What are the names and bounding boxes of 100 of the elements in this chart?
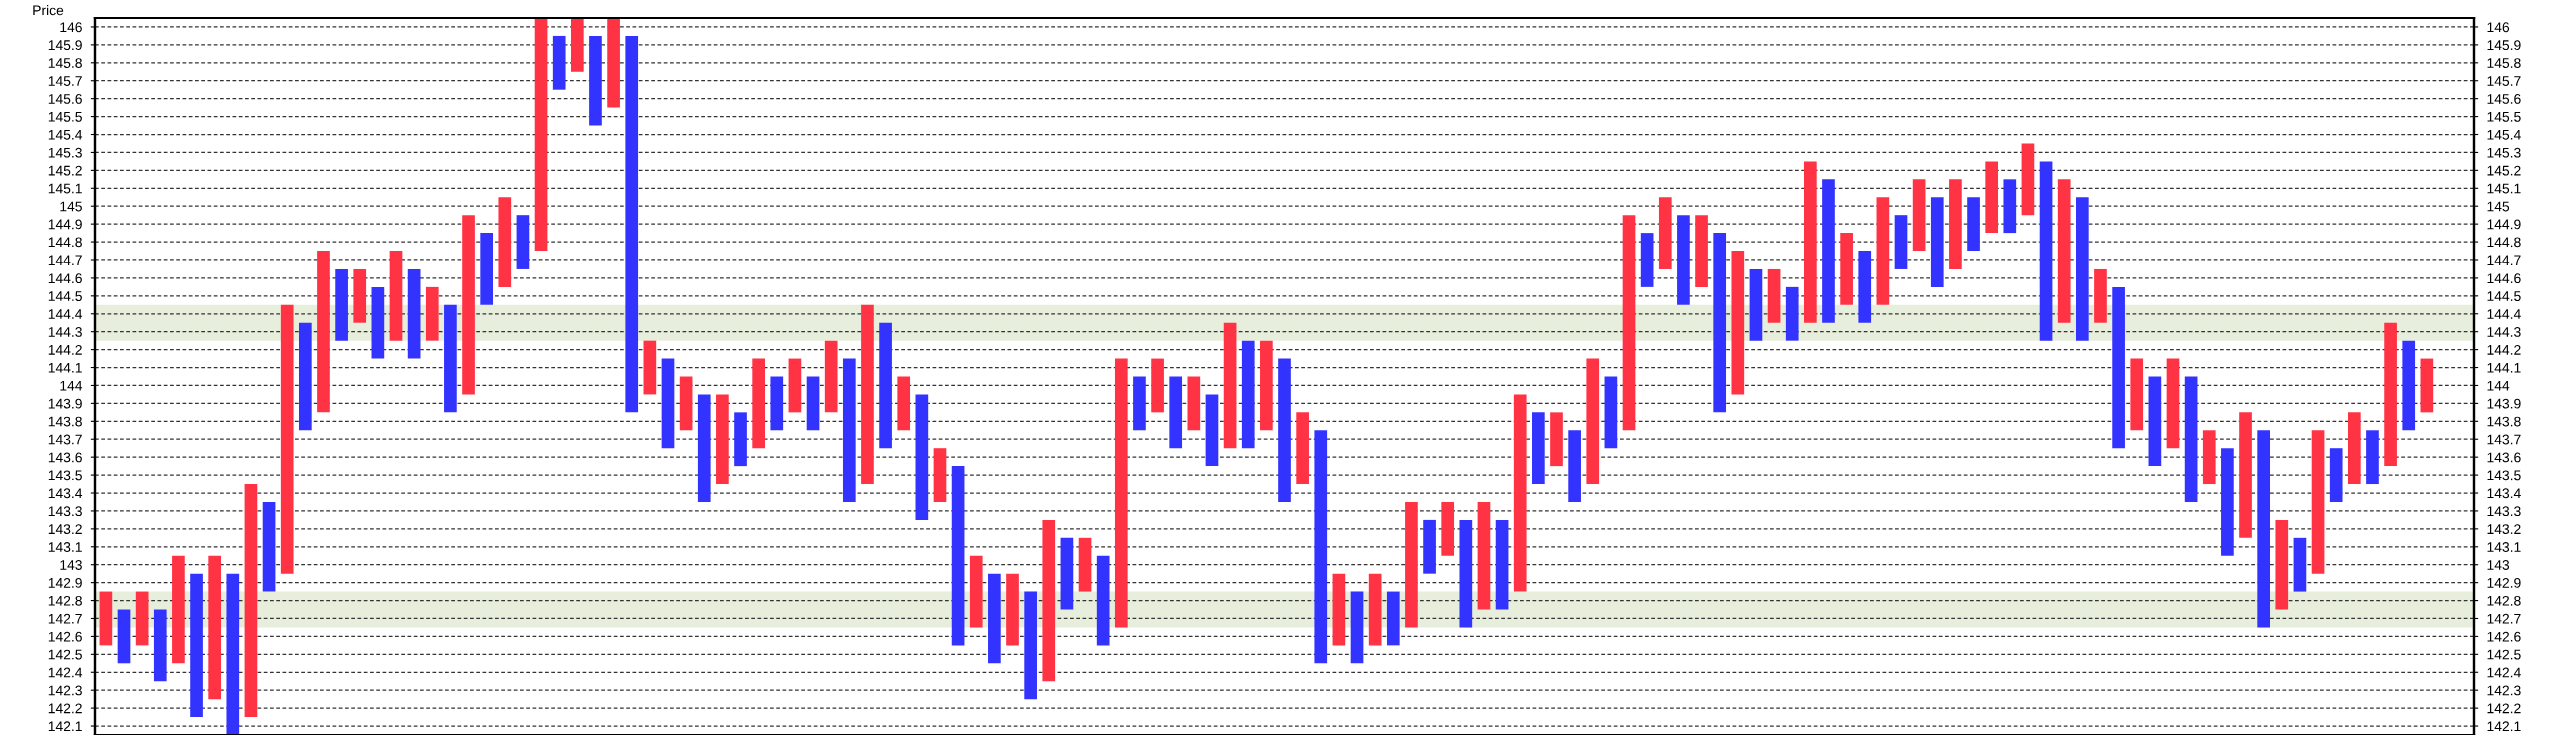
- y2-tick-label: 142.1: [2487, 721, 2521, 732]
- bar: [462, 215, 475, 395]
- y-tick-label: 143.1: [48, 542, 82, 552]
- bar: [734, 412, 747, 467]
- y2-tick-label: 143.2: [2487, 524, 2521, 535]
- y2-tick-label: 144.6: [2487, 273, 2521, 284]
- bar: [933, 448, 947, 502]
- bar: [2003, 179, 2017, 234]
- y-tick-label: 145: [60, 201, 82, 212]
- y2-tick-label: 143.7: [2487, 434, 2521, 445]
- bar: [317, 251, 330, 413]
- bar: [1133, 376, 1146, 431]
- y-tick-label: 145.2: [48, 165, 82, 176]
- y-tick-label: 142.4: [48, 667, 83, 678]
- bar: [842, 358, 856, 502]
- y2-tick-label: 145.6: [2487, 94, 2521, 104]
- bar: [770, 376, 784, 431]
- y2-tick-label: 145.7: [2487, 76, 2521, 86]
- bar: [1169, 376, 1183, 449]
- bar: [1677, 215, 1690, 305]
- bar: [1622, 215, 1636, 431]
- bar: [661, 358, 675, 449]
- bar: [988, 573, 1001, 664]
- y2-tick-label: 144.4: [2487, 309, 2521, 319]
- bar: [1604, 376, 1618, 449]
- bar: [335, 268, 348, 341]
- bar: [1640, 233, 1654, 287]
- bar: [1477, 501, 1491, 610]
- bar: [2057, 179, 2071, 323]
- y-tick-label: 145.9: [48, 40, 82, 51]
- y2-tick-label: 145.8: [2487, 58, 2521, 68]
- bar: [716, 394, 729, 485]
- y-tick-label: 145.3: [48, 147, 82, 158]
- bar: [135, 591, 149, 646]
- bar: [2275, 519, 2289, 610]
- bar: [969, 555, 983, 628]
- bar: [1731, 251, 1745, 395]
- bar: [951, 466, 965, 646]
- y2-tick-label: 143: [2487, 560, 2510, 570]
- bar: [1550, 412, 1563, 467]
- y-tick-label: 143.3: [48, 506, 82, 517]
- y2-tick-label: 143.4: [2487, 488, 2521, 499]
- y2-tick-label: 143.6: [2487, 452, 2521, 463]
- y2-tick-label: 144: [2487, 380, 2510, 391]
- bar: [407, 268, 421, 359]
- y-tick-label: 142.6: [48, 631, 82, 642]
- bar: [824, 340, 838, 413]
- y2-tick-label: 144.2: [2487, 344, 2521, 355]
- bar: [1967, 197, 1980, 252]
- y2-tick-label: 143.3: [2487, 506, 2521, 517]
- y2-tick-label: 144.3: [2487, 327, 2521, 337]
- y2-tick-label: 142.5: [2487, 649, 2521, 660]
- bar: [534, 18, 548, 252]
- y-tick-label: 145.4: [48, 129, 83, 140]
- bar: [153, 609, 167, 682]
- bar: [172, 555, 185, 664]
- bar: [1441, 501, 1455, 556]
- bar: [371, 286, 385, 359]
- y-tick-label: 143: [60, 560, 82, 570]
- bar: [1822, 179, 1835, 323]
- y-tick-label: 145.5: [48, 112, 82, 122]
- bar: [1949, 179, 1962, 269]
- bar: [897, 376, 911, 431]
- y-tick-label: 143.8: [48, 416, 82, 427]
- bar: [570, 18, 584, 72]
- y-tick-label: 142.3: [48, 685, 82, 696]
- bar: [1296, 412, 1309, 485]
- y2-tick-label: 144.7: [2487, 255, 2521, 266]
- y-tick-label: 144.8: [48, 237, 82, 248]
- bar: [444, 304, 457, 413]
- y2-tick-label: 144.5: [2487, 291, 2521, 302]
- bar: [1423, 519, 1436, 574]
- y2-tick-label: 143.1: [2487, 542, 2521, 552]
- bar: [915, 394, 929, 520]
- bar: [2039, 161, 2053, 341]
- bar: [1568, 430, 1581, 502]
- y-tick-label: 142.8: [48, 595, 82, 606]
- y2-tick-label: 143.5: [2487, 470, 2521, 481]
- bar: [1658, 197, 1672, 269]
- bar: [1241, 340, 1255, 449]
- y2-tick-label: 145.1: [2487, 183, 2521, 194]
- bar: [480, 233, 494, 305]
- bar: [2021, 143, 2035, 216]
- y-tick-label: 144.7: [48, 255, 82, 266]
- y-tick-label: 142.7: [48, 613, 82, 624]
- y-tick-label: 144.4: [48, 309, 83, 319]
- bar: [425, 286, 439, 341]
- y2-tick-label: 144.8: [2487, 237, 2521, 248]
- bar: [861, 304, 874, 485]
- bar: [99, 591, 113, 646]
- bar: [516, 215, 530, 269]
- bar: [1386, 591, 1400, 646]
- bar: [1260, 340, 1273, 431]
- bar: [1804, 161, 1817, 323]
- y-tick-label: 144.2: [48, 344, 82, 355]
- y-tick-label: 143.5: [48, 470, 82, 481]
- y-tick-label: 143.9: [48, 398, 82, 409]
- bar: [1060, 537, 1074, 610]
- bar: [1223, 322, 1237, 449]
- bar: [190, 573, 203, 718]
